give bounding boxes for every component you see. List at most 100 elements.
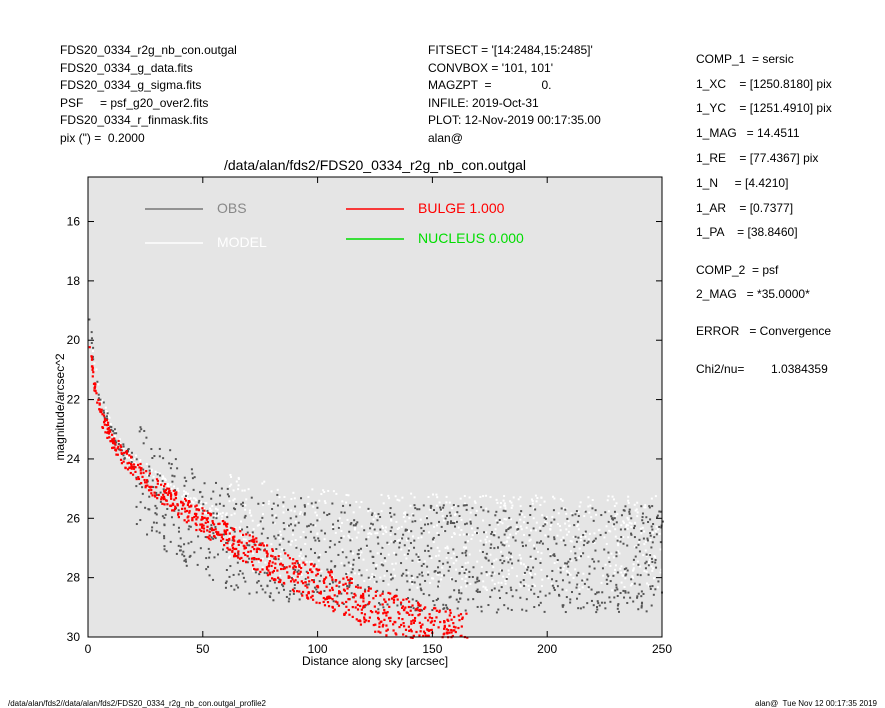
bulge-point	[242, 551, 245, 555]
bulge-point	[383, 598, 386, 601]
obs-point	[171, 474, 174, 477]
obs-point	[532, 527, 535, 530]
header-mid-line: PLOT: 12-Nov-2019 00:17:35.00	[428, 113, 601, 128]
obs-point	[526, 568, 529, 571]
obs-point	[501, 543, 504, 546]
model-point	[104, 410, 107, 413]
obs-point	[525, 609, 528, 612]
model-point	[536, 550, 539, 553]
obs-point	[139, 519, 142, 522]
bulge-point	[232, 542, 235, 545]
bulge-point	[382, 623, 385, 626]
obs-point	[246, 526, 249, 529]
obs-point	[229, 526, 232, 529]
bulge-point	[165, 491, 168, 494]
obs-point	[451, 578, 454, 581]
bulge-point	[155, 486, 158, 489]
bulge-point	[183, 519, 186, 522]
model-point	[569, 573, 572, 576]
model-point	[535, 500, 538, 503]
model-point	[237, 484, 240, 487]
model-point	[315, 514, 318, 517]
obs-point	[469, 520, 472, 523]
obs-point	[580, 555, 583, 558]
obs-point	[570, 591, 573, 594]
obs-point	[409, 606, 412, 609]
model-point	[423, 560, 426, 563]
obs-point	[426, 565, 429, 568]
bulge-point	[143, 478, 146, 482]
model-point	[385, 531, 388, 534]
model-point	[504, 545, 507, 548]
obs-point	[445, 606, 448, 609]
bulge-point	[213, 535, 216, 538]
obs-point	[649, 518, 652, 521]
bulge-point	[104, 431, 107, 434]
model-point	[376, 552, 379, 555]
obs-point	[369, 527, 372, 530]
model-point	[612, 525, 615, 528]
model-point	[290, 498, 293, 501]
model-point	[549, 528, 552, 531]
model-point	[360, 500, 363, 503]
model-point	[245, 498, 248, 501]
model-point	[454, 512, 457, 515]
bulge-point	[415, 630, 418, 634]
obs-point	[251, 531, 254, 534]
obs-point	[467, 598, 470, 601]
bulge-point	[263, 549, 266, 552]
param-line: 2_MAG = *35.0000*	[696, 287, 810, 301]
header-mid-line: FITSECT = '[14:2484,15:2485]'	[428, 43, 593, 57]
obs-point	[241, 572, 244, 575]
bulge-point	[294, 566, 297, 569]
model-point	[323, 538, 326, 541]
obs-point	[594, 593, 597, 596]
obs-point	[633, 536, 636, 539]
model-point	[130, 458, 133, 461]
obs-point	[352, 563, 355, 566]
obs-point	[407, 597, 410, 600]
obs-point	[420, 532, 423, 535]
obs-point	[472, 566, 475, 569]
obs-point	[499, 559, 502, 562]
model-point	[340, 530, 343, 533]
bulge-point	[401, 618, 404, 621]
bulge-point	[91, 368, 94, 371]
bulge-point	[307, 576, 310, 579]
obs-point	[139, 426, 142, 429]
bulge-point	[137, 476, 140, 479]
obs-point	[275, 547, 278, 550]
model-point	[556, 534, 559, 537]
bulge-point	[334, 600, 337, 603]
model-point	[489, 553, 492, 556]
obs-point	[583, 539, 586, 542]
obs-point	[278, 543, 281, 546]
bulge-point	[300, 567, 303, 570]
model-point	[268, 558, 271, 561]
obs-point	[435, 511, 438, 514]
obs-point	[202, 503, 205, 506]
obs-point	[462, 504, 465, 507]
obs-point	[170, 463, 173, 466]
bulge-point	[205, 518, 208, 521]
obs-point	[410, 574, 413, 577]
obs-point	[422, 504, 425, 507]
obs-point	[287, 600, 290, 603]
obs-point	[607, 575, 610, 578]
bulge-point	[277, 555, 280, 558]
obs-point	[347, 561, 350, 564]
model-point	[616, 513, 619, 516]
obs-point	[293, 584, 296, 587]
obs-point	[558, 594, 561, 597]
model-point	[539, 503, 542, 506]
obs-point	[420, 564, 423, 567]
model-point	[499, 506, 502, 509]
obs-point	[509, 586, 512, 589]
bulge-point	[392, 629, 395, 632]
obs-point	[183, 559, 186, 562]
obs-point	[345, 556, 348, 559]
bulge-point	[309, 563, 313, 566]
model-point	[475, 509, 478, 512]
obs-point	[155, 507, 158, 510]
bulge-point	[167, 487, 171, 490]
